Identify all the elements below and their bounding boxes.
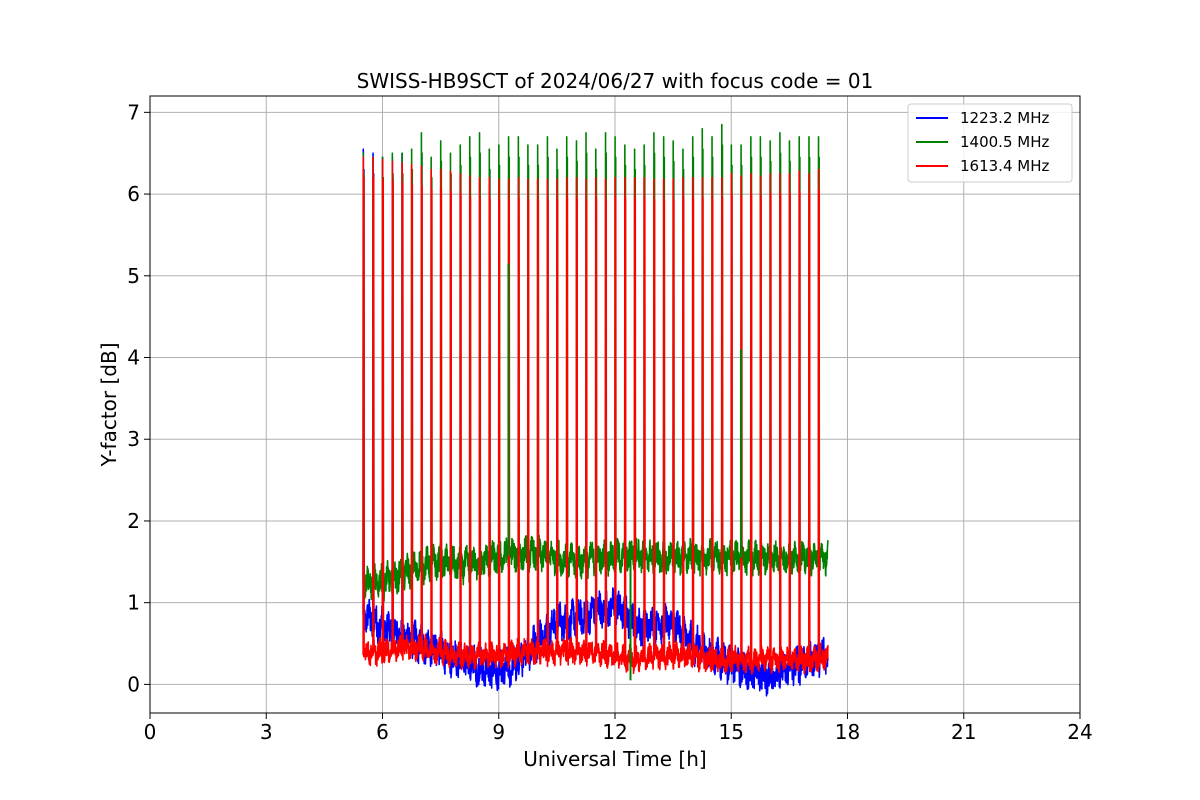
y-tick-label: 1 — [127, 591, 140, 615]
x-tick-label: 3 — [260, 720, 273, 744]
y-tick-label: 4 — [127, 346, 140, 370]
y-tick-label: 3 — [127, 427, 140, 451]
y-tick-label: 2 — [127, 509, 140, 533]
y-axis: 0 1 2 3 4 5 6 7 — [127, 100, 150, 696]
plot-area — [362, 123, 829, 697]
legend-entry: 1613.4 MHz — [960, 157, 1049, 175]
y-tick-label: 5 — [127, 264, 140, 288]
x-tick-label: 18 — [835, 720, 860, 744]
x-tick-label: 12 — [602, 720, 627, 744]
y-tick-label: 0 — [127, 672, 140, 696]
chart-title: SWISS-HB9SCT of 2024/06/27 with focus co… — [357, 69, 874, 93]
series-line-1613-4-mhz — [362, 156, 829, 676]
y-axis-label: Y-factor [dB] — [97, 342, 121, 467]
y-tick-label: 6 — [127, 182, 140, 206]
x-axis-label: Universal Time [h] — [523, 747, 706, 771]
x-axis: 0 3 6 9 12 15 18 21 24 — [144, 713, 1093, 744]
legend: 1223.2 MHz 1400.5 MHz 1613.4 MHz — [907, 103, 1073, 183]
x-tick-label: 9 — [492, 720, 505, 744]
legend-entry: 1400.5 MHz — [960, 133, 1049, 151]
legend-entry: 1223.2 MHz — [960, 109, 1049, 127]
legend-box — [907, 103, 1073, 183]
x-tick-label: 24 — [1067, 720, 1092, 744]
x-tick-label: 15 — [719, 720, 744, 744]
x-tick-label: 0 — [144, 720, 157, 744]
x-tick-label: 21 — [951, 720, 976, 744]
x-tick-label: 6 — [376, 720, 389, 744]
y-tick-label: 7 — [127, 100, 140, 124]
